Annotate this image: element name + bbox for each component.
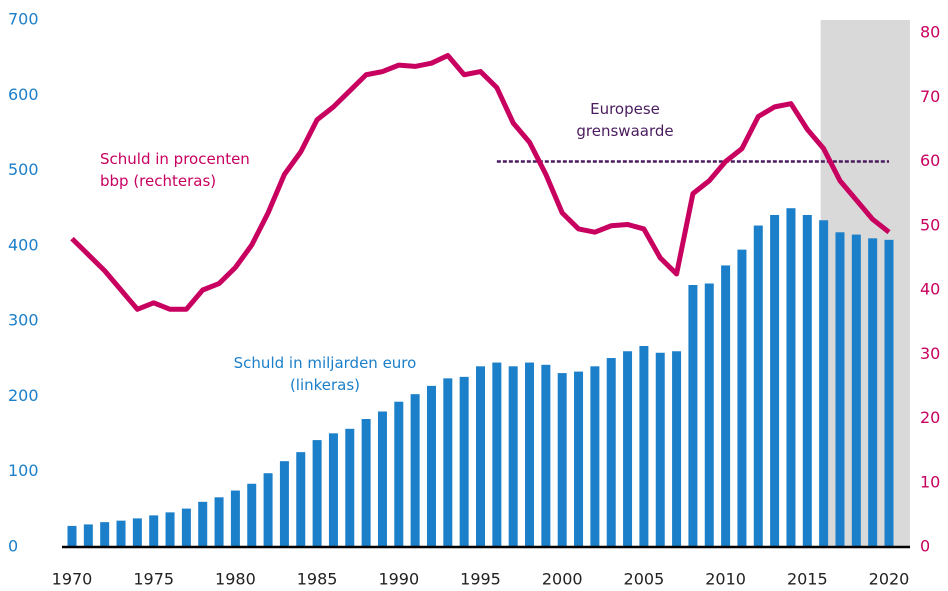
x-tick-label: 1980 [215,570,256,589]
bar [770,214,780,548]
bar [279,461,289,547]
bar [541,364,551,547]
bar [361,419,371,547]
debt-ratio-line [70,52,891,312]
x-tick-label: 2000 [542,570,583,589]
bar [721,265,731,547]
bar [704,283,714,547]
bar [100,522,110,547]
bar [459,376,469,547]
bar [851,234,861,548]
y-tick-label: 200 [8,386,39,405]
bar [606,358,616,547]
bar [247,483,257,547]
bar [312,440,322,547]
y2-tick-label: 50 [920,215,940,234]
x-tick-label: 2020 [869,570,910,589]
bar [802,214,812,548]
x-tick-label: 1975 [133,570,174,589]
y2-tick-label: 70 [920,87,940,106]
y-tick-label: 600 [8,85,39,104]
bar [508,366,518,547]
bar [590,366,600,547]
x-tick-label: 1995 [460,570,501,589]
y2-tick-label: 0 [920,537,930,556]
x-tick-label: 1990 [378,570,419,589]
bar [672,351,682,547]
bar [328,433,338,547]
bar-label: Schuld in miljarden euro (linkeras) [233,354,417,394]
bar [868,238,878,548]
bar [557,373,567,547]
x-tick-label: 2015 [787,570,828,589]
bar [377,411,387,547]
y-tick-label: 500 [8,160,39,179]
bar [410,394,420,547]
bar [623,351,633,547]
y-tick-label: 400 [8,235,39,254]
bar [835,232,845,547]
bar [492,362,502,547]
line-label: Schuld in procenten bbp (rechteras) [100,150,250,190]
x-tick-label: 2005 [624,570,665,589]
y2-tick-label: 10 [920,472,940,491]
bar [443,378,453,547]
bar [181,508,191,547]
reference-label: Europese grenswaarde [576,100,674,140]
bar [574,371,584,547]
bar [753,225,763,547]
bar [639,345,649,547]
y2-tick-label: 30 [920,344,940,363]
y-tick-label: 300 [8,311,39,330]
bar [819,220,829,547]
bar [149,515,159,547]
bar [884,239,894,547]
y-tick-label: 700 [8,10,39,29]
y2-tick-label: 40 [920,280,940,299]
bar [426,385,436,547]
bar [345,428,355,547]
x-tick-label: 2010 [705,570,746,589]
y2-tick-label: 80 [920,23,940,42]
bar [786,208,796,547]
bar [263,473,273,547]
y2-tick-label: 60 [920,151,940,170]
bar [296,452,306,547]
y2-tick-label: 20 [920,408,940,427]
bar [688,285,698,547]
bar [476,366,485,547]
x-tick-label: 1985 [297,570,338,589]
forecast-shade [820,20,910,547]
x-tick-label: 1970 [52,570,93,589]
bar [165,512,175,547]
bar [67,525,77,547]
bar [655,352,665,547]
bar [198,501,208,547]
bar [83,524,93,547]
bar [132,518,142,547]
y-tick-label: 100 [8,461,39,480]
bar [116,520,126,547]
bar [230,490,240,547]
bar [737,249,747,547]
bar [394,401,404,547]
bar [214,497,224,547]
bar [525,362,535,547]
y-tick-label: 0 [8,537,18,556]
